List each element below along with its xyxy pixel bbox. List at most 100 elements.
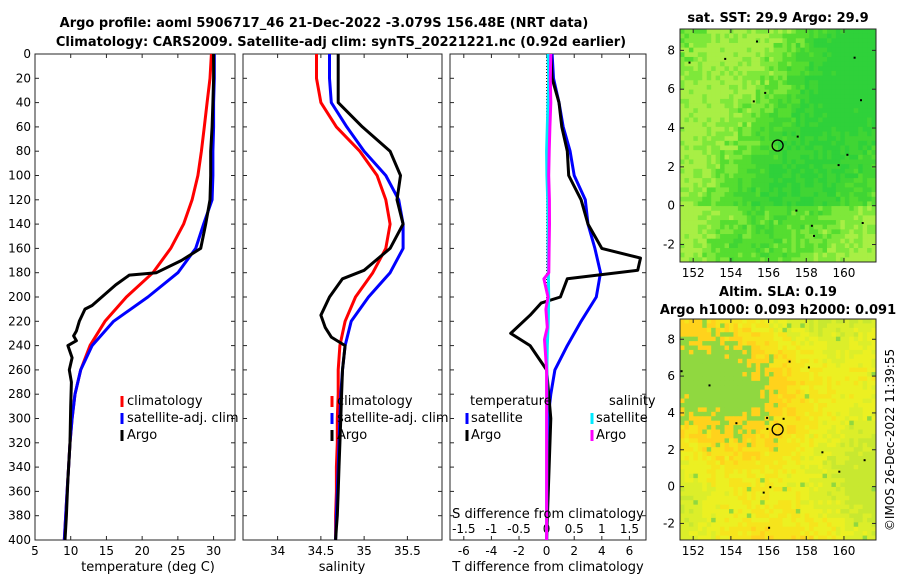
map-cell: [680, 220, 685, 226]
map-cell: [706, 460, 712, 466]
map-cell: [711, 47, 717, 53]
map-cell: [711, 98, 717, 105]
map-cell: [818, 473, 824, 479]
map-cell: [809, 495, 815, 501]
map-cell: [795, 164, 801, 170]
map-cell: [809, 131, 815, 137]
map-cell: [791, 509, 797, 514]
map-cell: [688, 159, 694, 165]
map-cell: [827, 234, 832, 240]
map-cell: [680, 319, 685, 324]
map-cell: [737, 159, 743, 165]
map-cell: [755, 323, 761, 329]
map-cell: [688, 112, 694, 119]
map-cell: [791, 178, 797, 184]
map-cell: [827, 238, 832, 244]
map-cell: [746, 535, 752, 541]
map-cell: [706, 80, 712, 86]
map-cell: [831, 332, 837, 338]
map-cell: [778, 380, 783, 386]
map-cell: [849, 358, 855, 364]
map-cell: [729, 29, 734, 35]
map-cell: [702, 464, 708, 470]
map-cell: [737, 327, 743, 333]
map-cell: [737, 402, 743, 408]
map-cell: [706, 522, 712, 528]
map-cell: [680, 380, 685, 386]
map-cell: [827, 215, 832, 221]
map-cell: [871, 70, 877, 77]
map-cell: [733, 56, 739, 63]
map-cell: [733, 61, 739, 67]
map-cell: [715, 416, 721, 422]
map-cell: [786, 425, 792, 430]
map-cell: [818, 535, 824, 541]
map-cell: [795, 513, 801, 519]
map-cell: [760, 411, 766, 417]
map-cell: [849, 192, 855, 198]
map-cell: [720, 257, 726, 263]
map-cell: [813, 332, 819, 338]
map-cell: [760, 509, 766, 514]
map-cell: [827, 112, 832, 119]
map-cell: [706, 234, 712, 240]
map-cell: [818, 248, 824, 254]
map-cell: [693, 438, 699, 444]
map-cell: [688, 376, 694, 382]
island-mark: [795, 209, 798, 212]
map-cell: [729, 84, 734, 91]
map-cell: [729, 136, 734, 142]
map-cell: [835, 517, 841, 523]
map-cell: [742, 52, 748, 58]
map-cell: [746, 363, 752, 369]
map-cell: [800, 407, 806, 413]
map-cell: [769, 513, 775, 519]
map-cell: [724, 117, 730, 123]
map-cell: [684, 531, 690, 537]
map-cell: [680, 517, 685, 523]
map-cell: [733, 89, 739, 95]
map-cell: [813, 122, 819, 128]
map-cell: [693, 491, 699, 497]
map-cell: [800, 500, 806, 506]
map-cell: [729, 234, 734, 240]
map-cell: [720, 473, 726, 479]
map-cell: [693, 486, 699, 492]
map-cell: [867, 33, 873, 39]
map-cell: [711, 323, 717, 329]
map-cell: [751, 363, 757, 369]
map-cell: [688, 94, 694, 100]
map-cell: [773, 438, 779, 444]
map-cell: [684, 336, 690, 342]
map-cell: [742, 201, 748, 207]
map-cell: [809, 150, 815, 156]
map-cell: [680, 252, 685, 258]
map-cell: [737, 380, 743, 386]
map-cell: [706, 376, 712, 382]
map-cell: [822, 451, 828, 457]
map-cell: [862, 367, 868, 373]
map-cell: [871, 145, 877, 151]
map-cell: [697, 429, 703, 435]
map-cell: [813, 182, 819, 188]
map-cell: [751, 535, 757, 541]
map-cell: [769, 526, 775, 532]
map-cell: [804, 469, 810, 475]
map-cell: [827, 433, 832, 439]
map-cell: [751, 407, 757, 413]
map-cell: [737, 145, 743, 151]
map-cell: [782, 122, 788, 128]
map-cell: [733, 504, 739, 510]
map-cell: [764, 220, 770, 226]
map-cell: [751, 376, 757, 382]
map-cell: [769, 420, 775, 426]
map-cell: [742, 345, 748, 351]
map-cell: [862, 402, 868, 408]
map-cell: [680, 332, 685, 338]
map-cell: [693, 336, 699, 342]
map-cell: [769, 126, 775, 133]
map-cell: [800, 42, 806, 49]
map-cell: [706, 363, 712, 369]
map-cell: [715, 220, 721, 226]
map-cell: [751, 168, 757, 174]
